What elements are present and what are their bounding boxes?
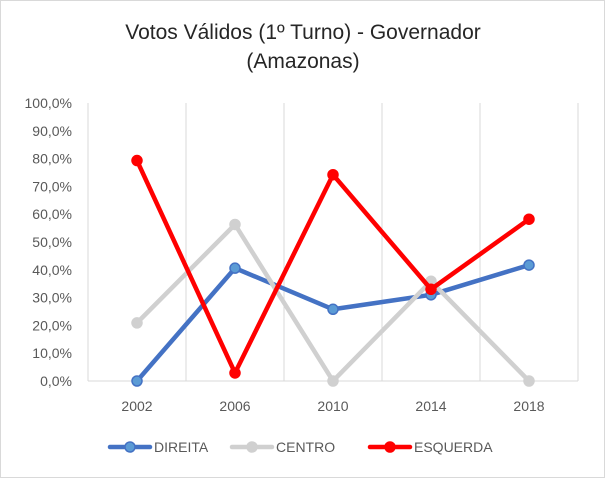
data-point-direita <box>131 375 143 387</box>
y-tick-label: 10,0% <box>32 345 72 361</box>
data-point-direita <box>523 259 535 271</box>
x-tick-label: 2006 <box>219 398 250 414</box>
data-point-esquerda <box>523 213 535 225</box>
data-point-centro <box>229 218 241 231</box>
data-point-esquerda <box>327 168 339 181</box>
plot-area: 0,0% 10,0% 20,0% 30,0% 40,0% 50,0% 60,0% 70,0% 8… <box>25 95 579 414</box>
data-point-centro <box>523 375 535 387</box>
legend: DIREITA CENTRO ESQUERDA <box>107 439 493 455</box>
data-point-centro <box>327 375 339 387</box>
data-point-esquerda <box>131 154 143 167</box>
legend-marker-esquerda <box>384 441 396 453</box>
y-tick-label: 40,0% <box>32 262 72 278</box>
data-point-esquerda <box>425 283 437 296</box>
x-tick-label: 2010 <box>317 398 348 414</box>
series-line-centro <box>134 222 532 384</box>
y-tick-label: 80,0% <box>32 151 72 167</box>
y-tick-label: 20,0% <box>32 317 72 333</box>
y-tick-label: 60,0% <box>32 206 72 222</box>
x-tick-label: 2018 <box>513 398 544 414</box>
legend-label-direita: DIREITA <box>154 439 209 455</box>
legend-marker-direita <box>124 441 136 453</box>
legend-label-esquerda: ESQUERDA <box>414 439 493 455</box>
y-tick-label: 100,0% <box>25 95 72 111</box>
data-point-direita <box>327 303 339 316</box>
data-point-esquerda <box>229 367 241 379</box>
y-tick-label: 50,0% <box>32 234 72 250</box>
legend-label-centro: CENTRO <box>276 439 335 455</box>
data-point-direita <box>229 262 241 274</box>
y-tick-label: 90,0% <box>32 123 72 139</box>
y-tick-label: 0,0% <box>40 373 72 389</box>
chart-title-line-2: (Amazonas) <box>246 50 359 73</box>
x-tick-label: 2002 <box>121 398 152 414</box>
data-point-centro <box>131 317 143 329</box>
y-tick-label: 30,0% <box>32 290 72 306</box>
x-tick-label: 2014 <box>415 398 446 414</box>
legend-marker-centro <box>246 441 258 453</box>
y-tick-label: 70,0% <box>32 178 72 194</box>
chart-title-line-1: Votos Válidos (1º Turno) - Governador <box>125 21 481 44</box>
